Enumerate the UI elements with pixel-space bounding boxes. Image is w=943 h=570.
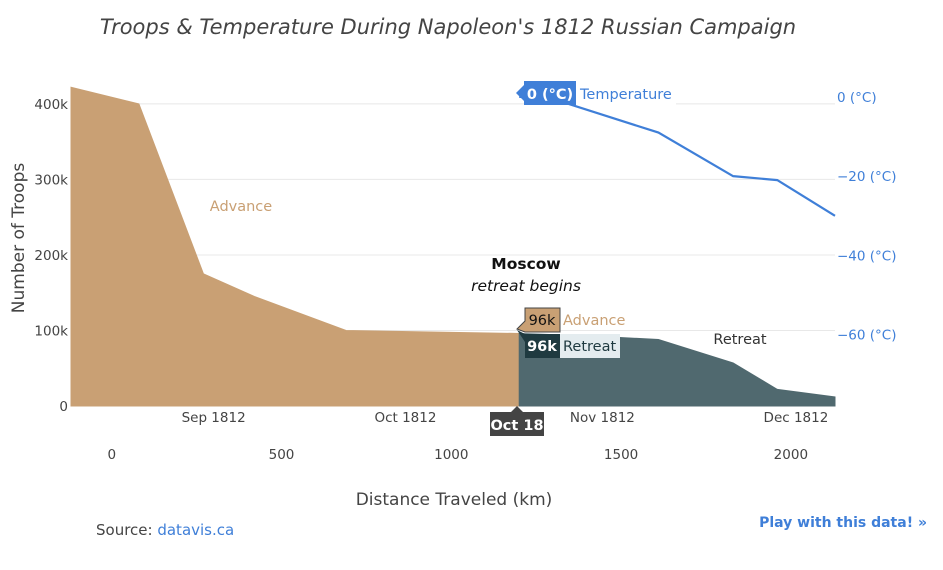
y-tick-label-2: 200k [34, 248, 68, 264]
retreat-tooltip-name-bg [560, 334, 620, 358]
date-tooltip-box [490, 406, 544, 436]
advance-tooltip-box [516, 307, 561, 333]
x-axis-ticks: 0 500 1000 1500 2000 [107, 447, 808, 463]
troop-areas [70, 86, 836, 407]
y-tick-label-3: 300k [34, 172, 68, 188]
retreat-tooltip-value: 96k [527, 339, 557, 355]
x-tick-label-1: 500 [269, 447, 295, 463]
y-tick-label-4: 400k [34, 97, 68, 113]
x-tick-label-3: 1500 [604, 447, 638, 463]
date-axis-ticks: Sep 1812 Oct 1812 Nov 1812 Dec 1812 [182, 410, 829, 426]
temperature-tooltip-value: 0 (°C) [527, 87, 573, 103]
date-tick-label-3: Dec 1812 [764, 410, 829, 426]
x-tick-label-2: 1000 [434, 447, 468, 463]
y2-tick-label-3: −60 (°C) [837, 328, 897, 344]
chart-title: Troops & Temperature During Napoleon's 1… [100, 15, 796, 39]
play-with-data-link[interactable]: Play with this data! » [759, 515, 927, 531]
y2-tick-label-0: 0 (°C) [837, 90, 877, 106]
temperature-tooltip-name-bg [576, 81, 676, 105]
y-tick-label-1: 100k [34, 323, 68, 339]
date-tick-label-0: Sep 1812 [182, 410, 246, 426]
date-tick-label-1: Oct 1812 [374, 410, 436, 426]
grid [71, 103, 835, 331]
y2-tick-label-2: −40 (°C) [837, 248, 897, 264]
source-prefix: Source: [96, 521, 158, 539]
temperature-series [519, 95, 836, 217]
source-note: Source: datavis.ca [96, 521, 234, 539]
moscow-annotation: Moscow [491, 255, 560, 273]
y-axis-ticks: 0 100k 200k 300k 400k [34, 97, 68, 415]
date-tick-label-2: Nov 1812 [570, 410, 635, 426]
retreat-tooltip-name: Retreat [563, 339, 616, 355]
x-tick-label-0: 0 [107, 447, 116, 463]
temperature-tooltip-box [516, 81, 576, 105]
advance-tooltip-value: 96k [529, 313, 556, 329]
hover-date-tooltip: Oct 18 [490, 406, 544, 436]
x-tick-label-4: 2000 [774, 447, 808, 463]
y2-tick-label-1: −20 (°C) [837, 169, 897, 185]
source-link[interactable]: datavis.ca [157, 521, 235, 539]
hover-retreat-tooltip: 96k Retreat [517, 330, 620, 358]
temperature-line [519, 95, 836, 217]
advance-area [70, 86, 520, 407]
y-tick-label-0: 0 [59, 399, 68, 415]
date-tooltip-label: Oct 18 [490, 418, 543, 434]
hover-advance-tooltip: 96k Advance [516, 307, 625, 333]
advance-annotation: Advance [210, 199, 272, 215]
x-axis-title: Distance Traveled (km) [356, 490, 553, 510]
temperature-tooltip-name: Temperature [579, 87, 672, 103]
y-axis-title: Number of Troops [9, 163, 29, 314]
retreat-begins-annotation: retreat begins [471, 277, 581, 295]
hover-temperature-tooltip: 0 (°C) Temperature [516, 81, 676, 105]
retreat-tooltip-box [517, 330, 560, 358]
advance-tooltip-name: Advance [563, 313, 625, 329]
retreat-annotation: Retreat [713, 332, 766, 348]
y2-axis-ticks: 0 (°C) −20 (°C) −40 (°C) −60 (°C) [837, 90, 897, 344]
